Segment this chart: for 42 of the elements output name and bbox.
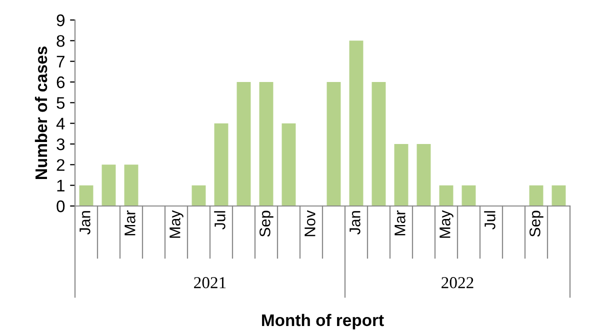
y-tick-label: 4 xyxy=(56,118,65,130)
bar xyxy=(372,82,386,206)
bar xyxy=(124,164,138,206)
bar xyxy=(259,82,274,206)
bar xyxy=(282,123,296,206)
x-tick-label: Jul xyxy=(484,211,496,230)
y-tick-label: 0 xyxy=(56,200,65,212)
bar xyxy=(529,185,544,206)
y-tick-label: 6 xyxy=(56,76,65,88)
x-tick-label: Sep xyxy=(530,210,544,237)
x-tick-label: Sep xyxy=(260,210,274,237)
x-tick-label: Jan xyxy=(350,211,360,235)
x-axis-title: Month of report xyxy=(262,314,384,330)
bar xyxy=(102,164,116,206)
y-tick-label: 2 xyxy=(56,159,64,171)
bar xyxy=(439,185,454,206)
y-tick-label: 7 xyxy=(56,56,64,68)
bar xyxy=(214,123,228,206)
y-axis-title: Number of cases xyxy=(34,46,48,180)
bar xyxy=(79,185,94,206)
bar xyxy=(349,40,364,206)
y-tick-label: 3 xyxy=(56,138,65,150)
x-tick-label: May xyxy=(440,210,454,238)
bar xyxy=(394,144,408,206)
x-tick-label: Jan xyxy=(80,211,90,235)
bar xyxy=(236,82,251,206)
bar xyxy=(416,144,431,206)
y-tick-label: 8 xyxy=(56,35,65,47)
bar xyxy=(462,185,476,206)
y-tick-label: 5 xyxy=(56,97,65,109)
bar xyxy=(552,185,566,206)
bar xyxy=(192,185,206,206)
y-tick-label: 9 xyxy=(56,14,64,26)
x-tick-label: Mar xyxy=(394,210,406,236)
text: 2022 xyxy=(442,277,474,288)
x-tick-label: Nov xyxy=(304,210,316,236)
text: 2021 xyxy=(194,277,226,288)
x-tick-label: Mar xyxy=(124,210,136,236)
x-tick-label: Jul xyxy=(214,211,226,230)
bar xyxy=(326,82,341,206)
y-tick-label: 1 xyxy=(57,180,64,192)
x-tick-label: May xyxy=(170,210,184,238)
